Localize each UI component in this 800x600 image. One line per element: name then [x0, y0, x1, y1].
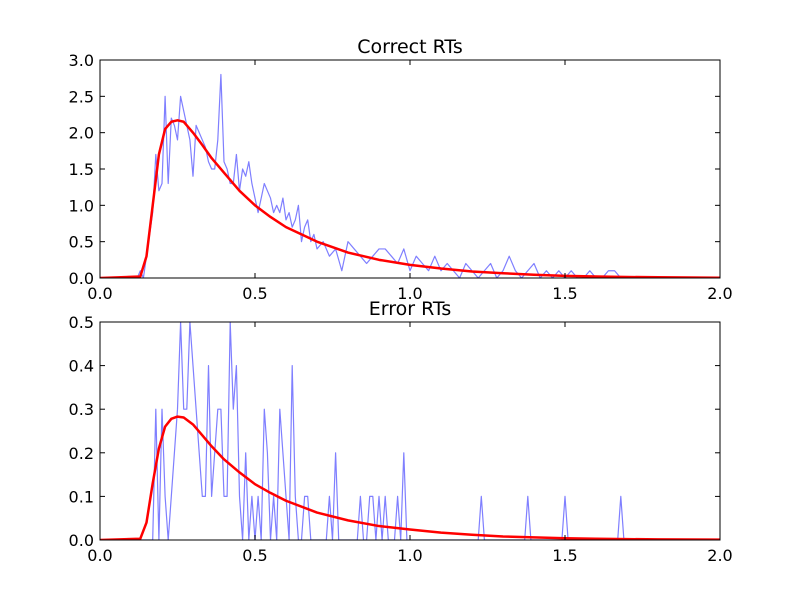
error-rts-x-tick-label: 1.5 [552, 546, 577, 565]
correct-rts-y-tick-label: 0.0 [69, 269, 94, 288]
error-rts-y-tick-label: 0.5 [69, 313, 94, 332]
error-rts-x-tick-label: 2.0 [707, 546, 732, 565]
correct-rts-y-tick-label: 1.0 [69, 196, 94, 215]
error-rts-x-tick-label: 0.0 [87, 546, 112, 565]
correct-rts-y-tick-label: 2.0 [69, 124, 94, 143]
correct-rts-series-group [100, 73, 720, 278]
correct-rts-y-tick-label: 2.5 [69, 87, 94, 106]
correct-rts-y-tick-label: 0.5 [69, 233, 94, 252]
correct-rts-x-tick-label: 1.0 [397, 284, 422, 303]
correct-rts-x-tick-label: 0.5 [242, 284, 267, 303]
correct-rts-title: Correct RTs [357, 36, 463, 58]
error-rts-series-group [100, 322, 720, 540]
correct-rts-y-tick-label: 1.5 [69, 160, 94, 179]
correct-rts-x-tick-label: 0.0 [87, 284, 112, 303]
error-rts-y-tick-label: 0.2 [69, 444, 94, 463]
error-rts-histogram-line [100, 322, 720, 540]
correct-rts-histogram-line [100, 73, 720, 278]
correct-rts-panel: 0.0 0.5 1.0 1.5 2.0 0.0 0.5 1.0 1.5 2.0 2.5 3.0 Corr… [69, 36, 733, 303]
error-rts-title: Error RTs [369, 298, 452, 320]
error-rts-x-tick-label: 0.5 [242, 546, 267, 565]
correct-rts-x-tick-label: 1.5 [552, 284, 577, 303]
error-rts-y-tick-label: 0.0 [69, 531, 94, 550]
correct-rts-x-tick-label: 2.0 [707, 284, 732, 303]
error-rts-y-tick-label: 0.4 [69, 357, 94, 376]
error-rts-fit-curve [100, 415, 720, 540]
error-rts-x-tick-label: 1.0 [397, 546, 422, 565]
error-rts-axes-frame [99, 321, 721, 541]
error-rts-y-tick-label: 0.1 [69, 487, 94, 506]
error-rts-panel: 0.0 0.5 1.0 1.5 2.0 0.0 0.1 0.2 0.3 0.4 0.5 Error R… [69, 298, 733, 565]
correct-rts-fit-curve [100, 119, 720, 278]
error-rts-y-tick-label: 0.3 [69, 400, 94, 419]
correct-rts-y-tick-label: 3.0 [69, 51, 94, 70]
